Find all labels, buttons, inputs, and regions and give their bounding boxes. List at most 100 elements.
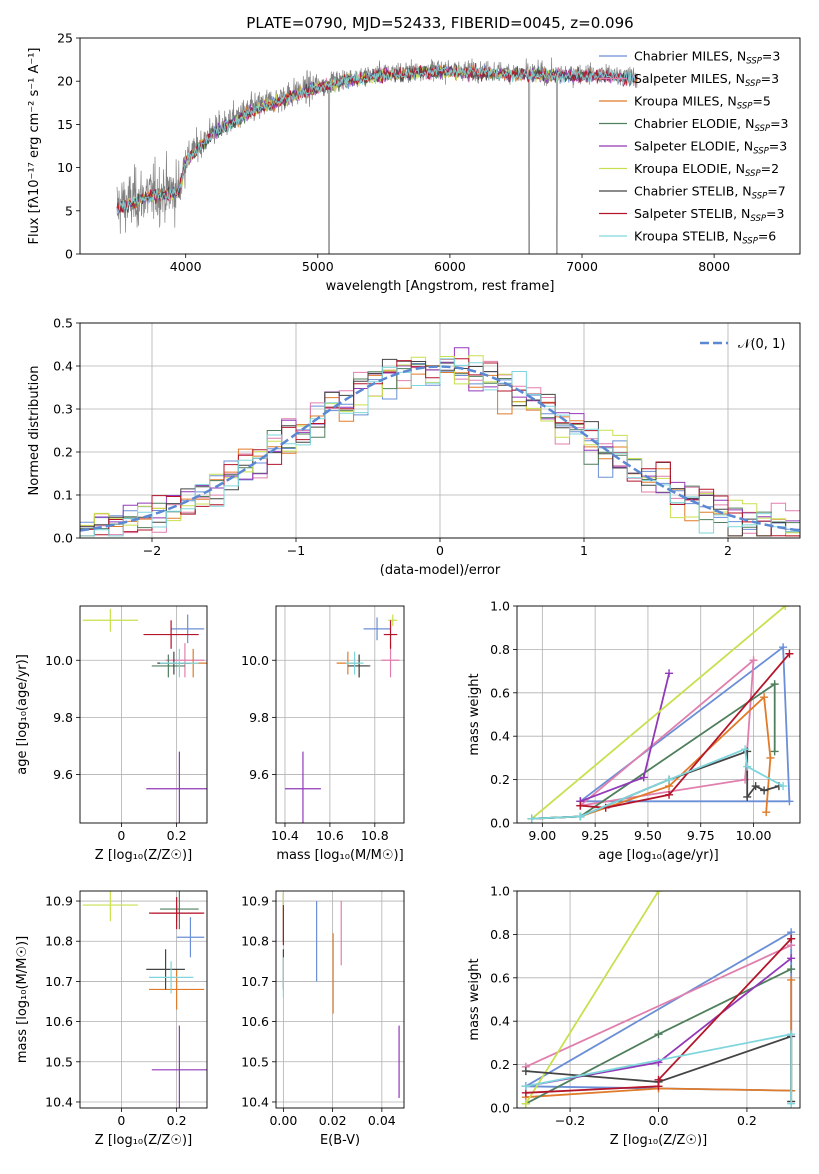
errorbar-point-5	[82, 608, 138, 632]
model-spectrum-1	[116, 64, 636, 214]
y-tick-label: 0.8	[490, 642, 510, 657]
x-tick-label: 6000	[434, 259, 466, 274]
y-tick-label: 20	[57, 74, 73, 89]
weight-marker	[770, 680, 779, 689]
y-tick-label: 0.2	[53, 445, 73, 460]
weight-marker	[770, 747, 779, 756]
axes-frame	[275, 605, 405, 824]
y-tick-label: 10.7	[45, 974, 73, 989]
x-tick-label: 0.02	[319, 1113, 347, 1128]
weight-marker	[751, 782, 760, 791]
y-tick-label: 9.8	[53, 710, 73, 725]
weight-marker	[785, 797, 794, 806]
errorbar-point-4	[151, 1025, 207, 1108]
model-spectrum-6	[116, 65, 635, 213]
x-tick-label: 10.4	[271, 828, 299, 843]
x-tick-label: 7000	[566, 259, 598, 274]
gaussian-reference-curve	[80, 365, 800, 532]
weight-marker	[665, 669, 674, 678]
x-axis-label: age [log₁₀(age/yr)]	[598, 848, 719, 863]
axes-spectrum: 4000 5000 6000 7000 8000 0 5 10 15 20 25 wavelength…	[27, 31, 730, 295]
x-axis-label: Z [log₁₀(Z/Z☉)]	[95, 848, 192, 863]
y-tick-label: 0.4	[53, 359, 73, 374]
weight-series-5	[531, 606, 786, 820]
weight-marker	[665, 790, 674, 799]
model-spectrum-4	[116, 64, 635, 214]
weight-marker	[779, 782, 788, 791]
y-tick-label: 10.6	[45, 1014, 73, 1029]
x-tick-label: 0.04	[368, 1113, 396, 1128]
weight-marker	[654, 1030, 663, 1039]
weight-marker	[654, 891, 663, 895]
weight-series-7	[580, 653, 791, 809]
model-spectrum-7	[116, 62, 638, 213]
axes-frame	[79, 37, 801, 255]
x-axis-label: E(B-V)	[320, 1133, 360, 1148]
weight-marker	[787, 1030, 796, 1039]
legend-label-0: Chabrier MILES, NSSP=3	[634, 49, 780, 67]
weight-series-1	[525, 944, 792, 1068]
panel-z_mass: 0 0.2 10.4 10.5 10.6 10.7 10.8 10.9 Z [log₁₀(Z/Z…	[15, 890, 208, 1148]
grid-z_mass	[80, 891, 207, 1108]
x-tick-label: 9.75	[687, 828, 715, 843]
plot-area-z_age	[82, 608, 207, 823]
weight-marker	[654, 1075, 663, 1084]
errorbar-point-2	[149, 969, 205, 1010]
weight-marker	[743, 762, 752, 771]
y-axis-label: mass [log₁₀(M/M☉)]	[15, 936, 30, 1063]
x-tick-label: 10.8	[361, 828, 389, 843]
axes-z_age: 0 0.2 9.6 9.8 10.0 Z [log₁₀(Z/Z☉)] age [log₁₀(…	[15, 653, 192, 863]
plot-area-age_weight	[527, 606, 794, 823]
y-tick-label: 15	[57, 117, 73, 132]
spectrum-legend: Chabrier MILES, NSSP=3 Salpeter MILES, NS…	[599, 49, 789, 247]
x-tick-label: 0	[117, 1113, 125, 1128]
x-tick-label: 1	[580, 543, 588, 558]
x-tick-label: 0.2	[167, 1113, 187, 1128]
errorbar-point-0	[176, 917, 205, 958]
weight-series-8	[531, 747, 784, 820]
y-tick-label: 10.5	[45, 1054, 73, 1069]
y-axis-label: mass weight	[467, 673, 482, 755]
errorbar-point-8	[149, 961, 194, 994]
legend-label-1: Salpeter MILES, NSSP=3	[634, 71, 779, 89]
errorbar-point-6	[347, 654, 371, 678]
weight-marker	[787, 934, 796, 943]
weight-marker	[639, 773, 648, 782]
legend-label-2: Kroupa MILES, NSSP=5	[634, 94, 771, 112]
weight-marker	[781, 606, 790, 610]
errorbar-point-0	[363, 617, 391, 641]
errorbar-point-6	[146, 949, 185, 990]
plot-area-z_weight	[521, 891, 796, 1108]
weight-marker	[779, 643, 788, 652]
panel-ebv_mass: 0.00 0.02 0.04 10.4 10.5 10.6 10.7 10.8 10.9 E(B-…	[241, 890, 405, 1148]
x-tick-label: −1	[287, 543, 305, 558]
weight-series-5	[525, 891, 660, 1105]
x-axis-label: (data-model)/error	[380, 563, 501, 578]
x-tick-label: 5000	[302, 259, 334, 274]
axes-frame	[79, 890, 208, 1109]
axes-frame	[516, 605, 801, 824]
weight-marker	[665, 775, 674, 784]
y-tick-label: 10.4	[45, 1094, 73, 1109]
panel-residuals: −2 −1 0 1 2 0.0 0.1 0.2 0.3 0.4 0.5 (data-model)/er…	[27, 316, 801, 579]
weight-marker	[785, 649, 794, 658]
plot-area-spectrum	[116, 57, 638, 254]
y-tick-label: 0.2	[490, 772, 510, 787]
y-tick-label: 10.0	[45, 653, 73, 668]
x-tick-label: 0.0	[649, 1113, 669, 1128]
y-tick-label: 1.0	[490, 599, 510, 614]
weight-marker	[521, 1099, 530, 1108]
errorbar-point-5	[388, 614, 398, 626]
model-spectrum-0	[116, 64, 636, 210]
y-tick-label: 5	[65, 203, 73, 218]
x-tick-label: −0.2	[555, 1113, 585, 1128]
x-tick-label: 10.00	[736, 828, 772, 843]
legend-label-6: Chabrier STELIB, NSSP=7	[634, 184, 786, 202]
weight-marker	[527, 814, 536, 823]
y-tick-label: 10.9	[241, 894, 269, 909]
errorbar-point-5	[82, 891, 138, 922]
errorbar-point-8	[160, 648, 199, 678]
axes-residuals: −2 −1 0 1 2 0.0 0.1 0.2 0.3 0.4 0.5 (data-model)/er…	[27, 316, 732, 579]
y-axis-label: mass weight	[467, 958, 482, 1040]
